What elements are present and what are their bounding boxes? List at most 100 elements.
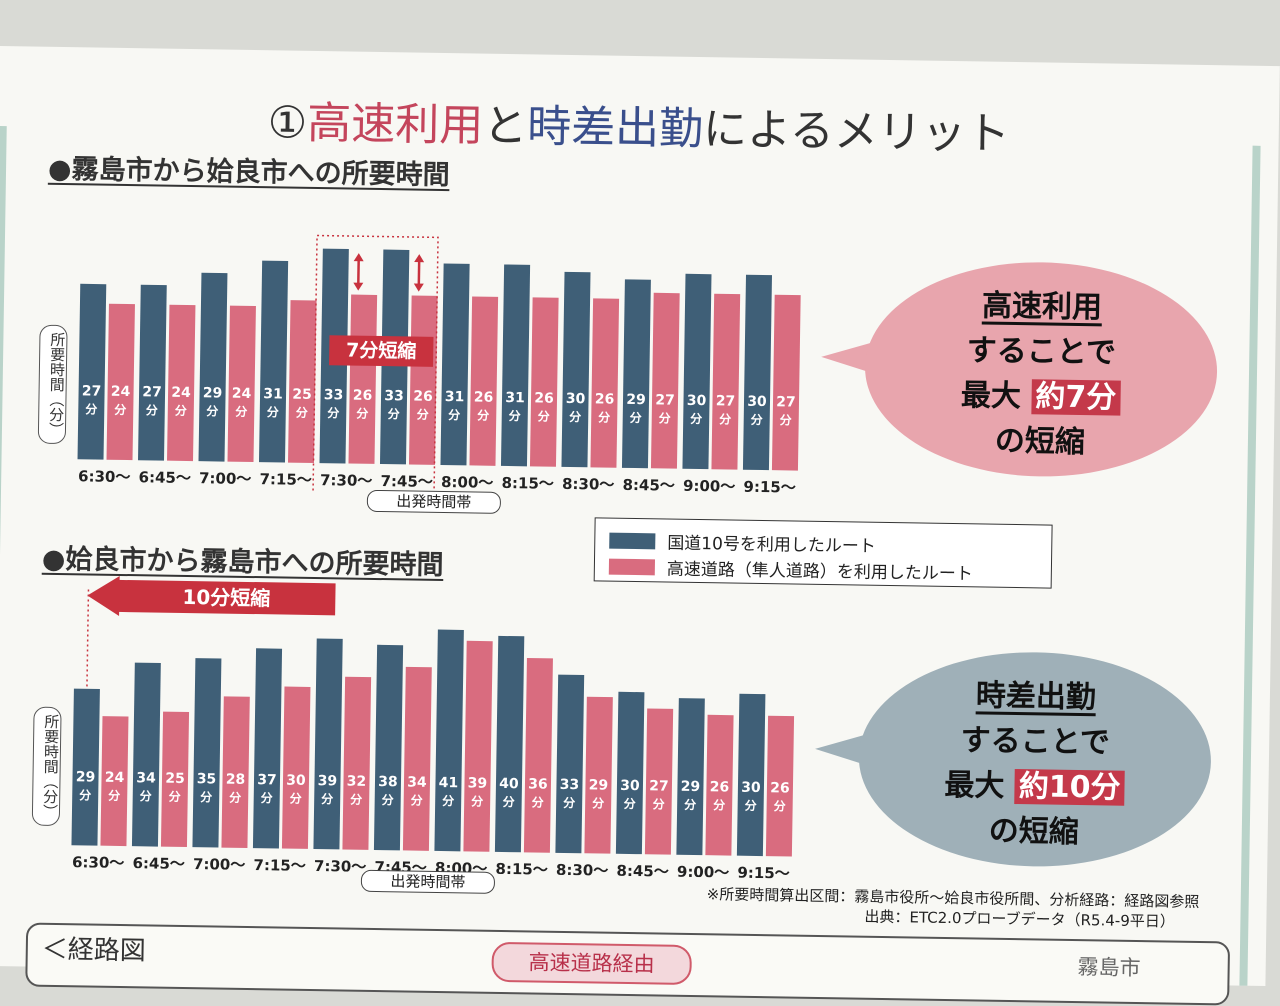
- chart1-unit-s0-2: 分: [206, 403, 218, 418]
- chart2-xlabel: 出発時間帯: [361, 870, 495, 894]
- chart1-unit-s0-7: 分: [509, 408, 521, 423]
- chart1-bar-s1-8: [590, 298, 619, 467]
- route-map-pill: 高速道路経由: [491, 942, 692, 985]
- chart1-bar-s0-1: [138, 285, 167, 461]
- chart2-bar-s0-10: [676, 698, 704, 855]
- chart1-tick-3: 7:15〜: [259, 470, 312, 489]
- chart1-bar-s0-0: [78, 284, 107, 460]
- chart2-value-s1-9: 27: [649, 778, 669, 794]
- chart1-value-s0-5: 33: [384, 388, 404, 404]
- chart1-tick-2: 7:00〜: [199, 469, 252, 488]
- chart2-annotation: 10分短縮: [117, 580, 335, 615]
- legend-swatch-kokudo: [609, 532, 655, 549]
- chart1-value-s0-7: 31: [505, 390, 525, 406]
- chart2-bar-s0-5: [374, 645, 403, 851]
- chart1-unit-s0-1: 分: [146, 402, 158, 417]
- chart1-unit-s1-2: 分: [235, 404, 247, 419]
- chart2-unit-s0-5: 分: [382, 792, 394, 807]
- chart1-tick-6: 8:00〜: [441, 473, 494, 492]
- chart1-title: ●霧島市から姶良市への所要時間: [48, 147, 450, 192]
- chart1-unit-s1-6: 分: [477, 408, 489, 423]
- chart2-unit-s1-3: 分: [290, 791, 302, 806]
- chart2-unit-s1-8: 分: [592, 795, 604, 810]
- chart1-tick-4: 7:30〜: [320, 471, 373, 490]
- chart1-value-s1-3: 25: [292, 387, 312, 403]
- chart2-unit-s0-2: 分: [200, 789, 212, 804]
- chart2-unit-s0-8: 分: [563, 795, 575, 810]
- chart1-unit-s1-9: 分: [659, 410, 671, 425]
- chart2-value-s0-7: 40: [499, 776, 519, 792]
- chart2-unit-s1-6: 分: [471, 793, 483, 808]
- chart1-value-s1-11: 27: [776, 394, 796, 410]
- chart1-unit-s1-3: 分: [296, 405, 308, 420]
- chart1-value-s1-5: 26: [413, 389, 433, 405]
- chart1-value-s0-0: 27: [82, 383, 102, 399]
- chart1-bar-s1-5: [409, 295, 438, 464]
- chart2-bar-s1-3: [282, 687, 311, 849]
- chart1-unit-s1-1: 分: [175, 403, 187, 418]
- chart2-bar-s0-8: [555, 675, 584, 854]
- chart2-bar-s0-9: [616, 692, 645, 854]
- chart1-tick-8: 8:30〜: [562, 475, 615, 494]
- chart2-tick-2: 7:00〜: [193, 855, 246, 874]
- chart1-value-s0-2: 29: [203, 385, 223, 401]
- chart1-unit-s0-10: 分: [690, 411, 702, 426]
- chart1-bar-s0-11: [743, 275, 772, 470]
- chart2-value-s0-5: 38: [378, 774, 398, 790]
- chart1-unit-s0-3: 分: [267, 404, 279, 419]
- legend-item-kosoku: 高速道路（隼人道路）を利用したルート: [609, 554, 973, 585]
- callout2-line2: することで: [859, 717, 1212, 768]
- chart2-unit-s1-5: 分: [411, 793, 423, 808]
- callout2-line4: の短縮: [857, 807, 1210, 858]
- callout1-value: 約7分: [1031, 379, 1120, 415]
- chart2-bar-s1-4: [342, 677, 371, 850]
- callout-highway: 高速利用 することで 最大 約7分 の短縮: [863, 260, 1218, 480]
- chart1-bar-s1-6: [469, 296, 498, 465]
- chart2-value-s0-2: 35: [197, 771, 217, 787]
- note-source: 出典：ETC2.0プローブデータ（R5.4-9平日）: [864, 906, 1175, 932]
- chart2-unit-s0-11: 分: [745, 798, 757, 813]
- callout2-max: 最大: [944, 768, 1005, 804]
- chart1-unit-s0-8: 分: [569, 409, 581, 424]
- chart1-value-s1-9: 27: [655, 392, 675, 408]
- chart1-bar-s1-1: [167, 305, 195, 461]
- chart2-unit-s0-3: 分: [261, 790, 273, 805]
- chart1-diff-arrow-bot-4: [353, 283, 363, 291]
- chart1-value-s0-11: 30: [747, 394, 767, 410]
- chart1-tick-11: 9:15〜: [743, 478, 796, 497]
- chart1-unit-s1-11: 分: [780, 412, 792, 427]
- chart2-unit-s1-0: 分: [108, 788, 120, 803]
- chart1-unit-s1-5: 分: [417, 407, 429, 422]
- chart2-unit-s1-10: 分: [713, 797, 725, 812]
- chart1-value-s0-1: 27: [142, 384, 162, 400]
- chart1-ylabel: 所要時間（分）: [38, 325, 68, 444]
- chart1-bar-s1-4: [348, 295, 377, 464]
- chart2-value-s0-0: 29: [76, 769, 96, 785]
- chart2-tick-11: 9:15〜: [737, 864, 790, 879]
- chart1-unit-s0-5: 分: [388, 406, 400, 421]
- chart2-value-s1-7: 36: [528, 776, 548, 792]
- callout1-line4: の短縮: [864, 417, 1217, 468]
- chart2-value-s1-4: 32: [347, 774, 367, 790]
- callout2-value: 約10分: [1015, 769, 1125, 806]
- chart1-bar-s0-7: [501, 264, 530, 466]
- chart1-bar-s1-2: [227, 306, 255, 462]
- chart1-unit-s0-0: 分: [85, 401, 97, 416]
- chart1-bar-s1-9: [651, 293, 680, 469]
- chart2-unit-s0-0: 分: [79, 787, 91, 802]
- chart2-tick-7: 8:15〜: [495, 860, 548, 879]
- chart1-unit-s1-4: 分: [356, 406, 368, 421]
- chart2-value-s1-2: 28: [226, 772, 246, 788]
- callout-staggered: 時差出勤 することで 最大 約10分 の短縮: [857, 650, 1212, 870]
- chart1-diff-arrow-top-5: [414, 254, 424, 262]
- chart2-bar-s0-2: [192, 658, 221, 847]
- chart1-value-s0-10: 30: [687, 393, 707, 409]
- chart1-unit-s1-7: 分: [538, 408, 550, 423]
- chart2-value-s1-6: 39: [468, 775, 488, 791]
- chart2-bar-s1-5: [403, 667, 432, 851]
- chart2-unit-s1-2: 分: [229, 790, 241, 805]
- chart2-bar-s1-6: [463, 641, 492, 852]
- chart2-value-s1-1: 25: [165, 771, 185, 787]
- chart1-unit-s0-4: 分: [327, 405, 339, 420]
- chart1-value-s1-2: 24: [232, 386, 252, 402]
